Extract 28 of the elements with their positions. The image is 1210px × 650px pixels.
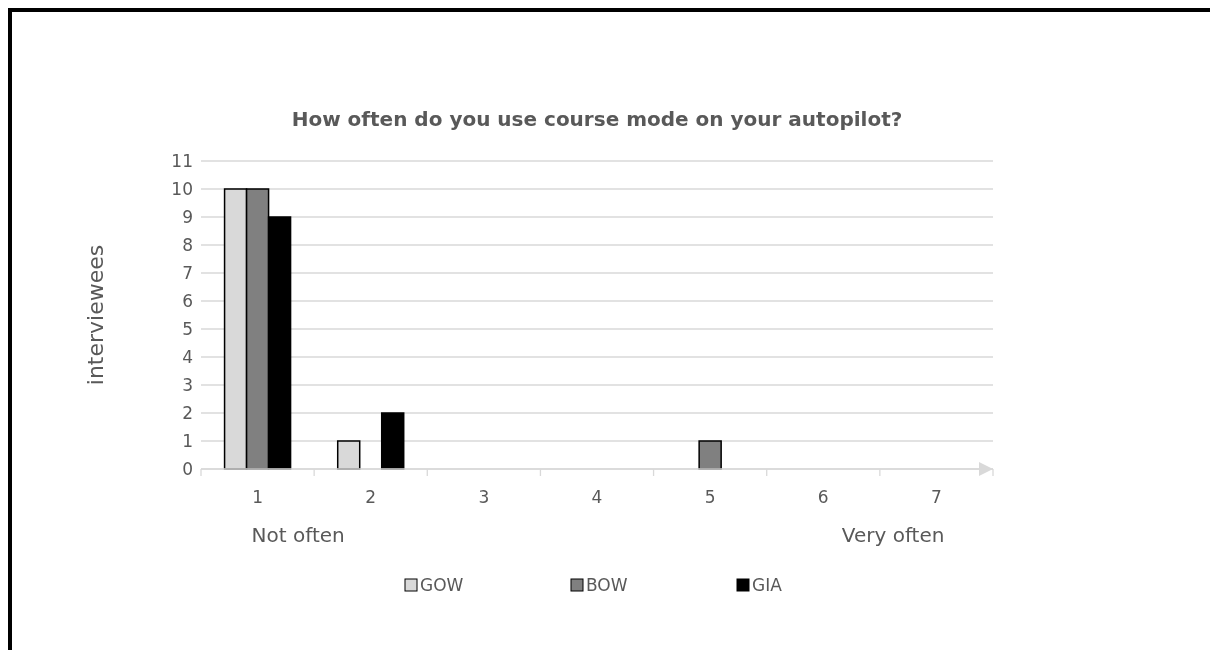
y-tick-label: 10	[171, 178, 193, 199]
y-tick-label: 5	[182, 318, 193, 339]
chart-title: How often do you use course mode on your autopilot?	[291, 107, 903, 131]
y-tick-label: 1	[182, 430, 193, 451]
y-tick-label: 8	[182, 234, 193, 255]
x-tick-label: 4	[591, 487, 603, 507]
y-tick-label: 11	[171, 150, 193, 171]
y-axis-title: interviewees	[83, 244, 108, 386]
legend-label: GIA	[752, 574, 783, 595]
x-tick-label: 3	[478, 487, 490, 507]
y-tick-label: 9	[182, 206, 193, 227]
legend-label: GOW	[420, 574, 464, 595]
y-tick-label: 4	[182, 346, 193, 367]
x-tick-label: 2	[365, 487, 377, 507]
y-tick-label: 2	[182, 402, 193, 423]
legend-label: BOW	[586, 574, 628, 595]
text: Very often	[841, 523, 945, 547]
x-tick-label: 1	[252, 487, 263, 507]
y-tick-label: 7	[182, 262, 193, 283]
x-tick-label: 6	[817, 487, 829, 507]
bar	[698, 440, 722, 470]
y-tick-label: 3	[182, 374, 193, 395]
bar	[380, 412, 405, 470]
x-tick-label: 5	[704, 487, 716, 507]
y-tick-label: 6	[182, 290, 193, 311]
y-tick-label: 0	[182, 458, 193, 479]
x-tick-label: 7	[931, 487, 942, 507]
text: Not often	[251, 523, 345, 547]
